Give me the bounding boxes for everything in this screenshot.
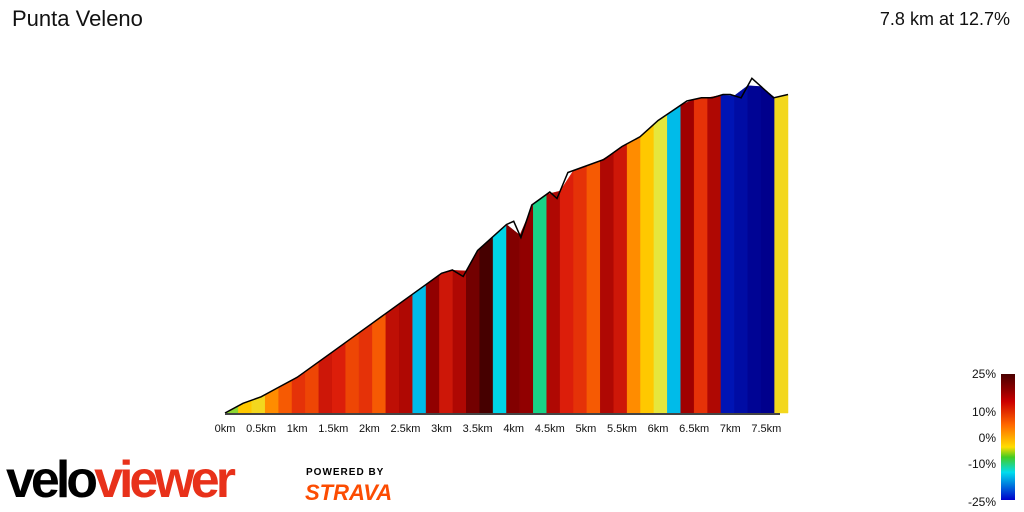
gradient-bar [747,85,762,414]
gradient-bar [278,379,293,414]
x-tick-label: 4.5km [535,423,565,435]
gradient-bar [760,86,775,414]
segment-summary: 7.8 km at 12.7% [879,9,1010,29]
veloviewer-logo: veloviewer [6,451,236,509]
x-tick-label: 7.5km [751,423,781,435]
gradient-bar [559,169,574,414]
x-tick-label: 6.5km [679,423,709,435]
gradient-bar [734,85,749,414]
gradient-bar [533,193,547,414]
gradient-bar [358,322,373,414]
gradient-bar [466,247,480,414]
gradient-bar [372,312,387,414]
x-tick-label: 4km [503,423,524,435]
gradient-bar [693,97,708,414]
segment-title: Punta Veleno [12,6,143,31]
x-tick-label: 2.5km [390,423,420,435]
x-tick-label: 6km [648,423,669,435]
x-tick-label: 5.5km [607,423,637,435]
x-tick-label: 7km [720,423,741,435]
gradient-bar [425,274,440,414]
gradient-bar [291,370,306,414]
legend-label-minus25: -25% [967,495,996,509]
legend-label-25: 25% [971,367,996,381]
gradient-bar [385,303,400,414]
gradient-bar [452,270,467,414]
x-tick-label: 2km [359,423,380,435]
gradient-bar [546,190,561,414]
x-axis-ticks: 0km 0.5km 1km 1.5km 2km 2.5km 3km 3.5km 4km 4.5km… [215,423,782,435]
gradient-bar [331,341,346,414]
powered-by-label: POWERED BY [306,467,385,478]
gradient-bar [626,135,641,414]
gradient-bar [492,223,507,414]
gradient-bar [680,98,695,414]
gradient-bar [506,223,521,414]
gradient-bars [224,85,789,414]
gradient-bar [640,123,655,414]
gradient-bar [586,160,601,414]
gradient-bar [707,94,722,414]
gradient-bar [653,113,668,414]
gradient-bar [720,94,735,414]
strava-logo: STRAVA [305,480,393,505]
gradient-bar [399,293,413,414]
gradient-bar [479,236,494,414]
x-tick-label: 3km [431,423,452,435]
gradient-legend-bar [1001,374,1015,500]
x-tick-label: 3.5km [463,423,493,435]
gradient-bar [600,151,614,414]
gradient-bar [667,104,682,414]
legend-label-0: 0% [978,431,996,445]
gradient-bar [613,143,628,414]
x-tick-label: 0.5km [246,423,276,435]
x-tick-label: 1km [287,423,308,435]
gradient-bar [573,165,588,414]
gradient-bar [345,332,360,414]
gradient-bar [412,283,427,414]
x-tick-label: 1.5km [318,423,348,435]
x-tick-label: 0km [215,423,236,435]
legend-label-10: 10% [971,405,996,419]
gradient-bar [774,94,789,414]
profile-outline [224,77,789,414]
legend-label-minus10: -10% [967,457,996,471]
gradient-bar [439,269,454,414]
x-tick-label: 5km [576,423,597,435]
